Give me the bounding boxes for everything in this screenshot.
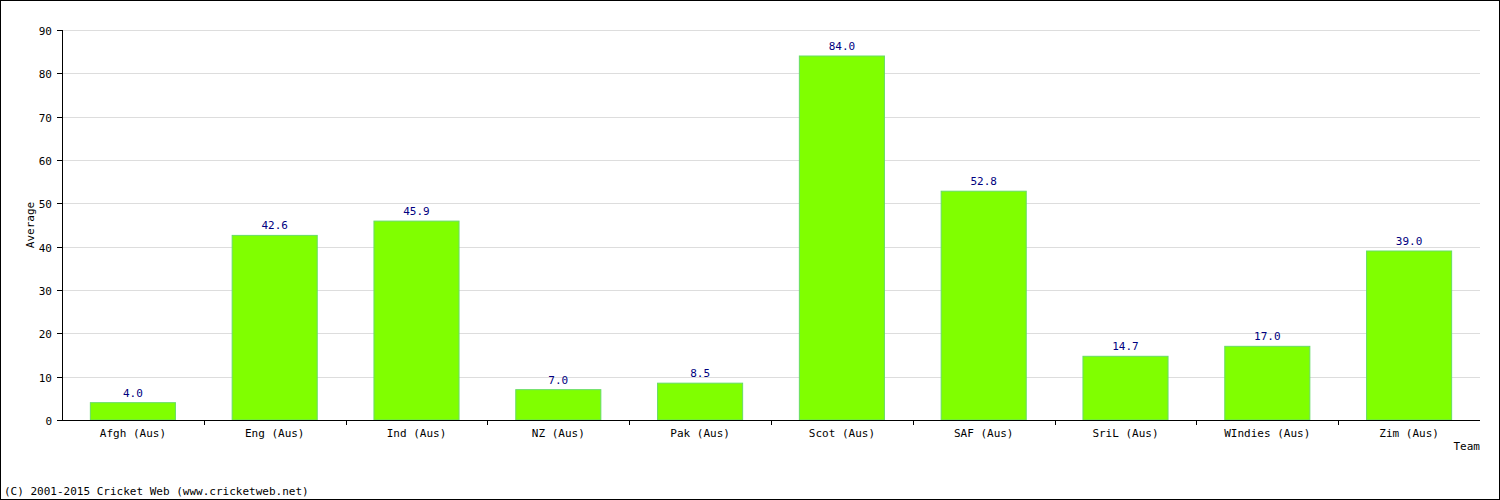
- bar: [1225, 346, 1310, 420]
- data-label: 17.0: [1254, 330, 1281, 343]
- x-tick: [1055, 420, 1056, 425]
- y-tick-label: 10: [39, 372, 52, 385]
- x-tick: [913, 420, 914, 425]
- data-label: 39.0: [1396, 235, 1423, 248]
- chart: 0 10 20 30 40 50 60 70 80 90 Afgh (Aus) Eng (Aus) In…: [0, 0, 1500, 500]
- x-tick-label: SriL (Aus): [1092, 427, 1158, 440]
- y-axis: 0 10 20 30 40 50 60 70 80 90: [39, 25, 63, 428]
- bar: [941, 191, 1026, 420]
- y-axis-line: [62, 30, 63, 420]
- x-axis: Afgh (Aus) Eng (Aus) Ind (Aus) NZ (Aus) Pak …: [62, 420, 1480, 440]
- x-tick-label: Eng (Aus): [245, 427, 305, 440]
- y-tick-label: 60: [39, 155, 52, 168]
- y-tick: [57, 117, 62, 118]
- data-label: 14.7: [1112, 340, 1139, 353]
- y-tick-label: 30: [39, 285, 52, 298]
- data-label: 42.6: [261, 219, 288, 232]
- bar: [90, 403, 175, 420]
- x-tick-label: NZ (Aus): [532, 427, 585, 440]
- y-tick: [57, 73, 62, 74]
- x-tick: [1338, 420, 1339, 425]
- x-tick-label: Scot (Aus): [809, 427, 875, 440]
- bar: [232, 235, 317, 420]
- y-tick-label: 90: [39, 25, 52, 38]
- x-tick-label: WIndies (Aus): [1224, 427, 1310, 440]
- bar: [799, 56, 884, 420]
- grid-line: [62, 203, 1480, 204]
- y-tick: [57, 290, 62, 291]
- bars: [90, 56, 1451, 420]
- x-tick-label: Pak (Aus): [670, 427, 730, 440]
- bar: [516, 390, 601, 420]
- x-tick: [346, 420, 347, 425]
- y-tick: [57, 333, 62, 334]
- y-tick: [57, 377, 62, 378]
- y-tick-label: 40: [39, 242, 52, 255]
- y-tick-label: 0: [45, 415, 52, 428]
- grid-line: [62, 73, 1480, 74]
- data-labels: 4.0 42.6 45.9 7.0 8.5 84.0 52.8 14.7 17.0 39.0: [123, 40, 1422, 400]
- data-label: 45.9: [403, 205, 430, 218]
- grid: [62, 31, 1480, 421]
- data-label: 52.8: [970, 175, 997, 188]
- y-tick-label: 70: [39, 112, 52, 125]
- bar: [1367, 251, 1452, 420]
- y-tick: [57, 160, 62, 161]
- x-tick: [204, 420, 205, 425]
- data-label: 4.0: [123, 387, 143, 400]
- data-label: 7.0: [548, 374, 568, 387]
- x-tick-label: Ind (Aus): [387, 427, 447, 440]
- x-axis-title: Team: [1454, 440, 1481, 453]
- grid-line: [62, 30, 1480, 31]
- grid-line: [62, 117, 1480, 118]
- bar: [374, 221, 459, 420]
- frame: [1, 1, 1500, 500]
- y-tick-label: 20: [39, 328, 52, 341]
- y-axis-title: Average: [24, 202, 37, 248]
- x-tick: [487, 420, 488, 425]
- x-tick-label: Zim (Aus): [1379, 427, 1439, 440]
- y-tick: [57, 420, 62, 421]
- y-tick: [57, 30, 62, 31]
- y-tick: [57, 247, 62, 248]
- bar: [1083, 356, 1168, 420]
- x-tick-label: Afgh (Aus): [100, 427, 166, 440]
- x-tick: [1196, 420, 1197, 425]
- x-tick: [629, 420, 630, 425]
- data-label: 8.5: [690, 367, 710, 380]
- grid-line: [62, 160, 1480, 161]
- x-tick: [771, 420, 772, 425]
- x-tick-label: SAF (Aus): [954, 427, 1014, 440]
- y-tick: [57, 203, 62, 204]
- y-tick-label: 50: [39, 198, 52, 211]
- bar: [658, 383, 743, 420]
- credit: (C) 2001-2015 Cricket Web (www.cricketwe…: [4, 485, 309, 498]
- data-label: 84.0: [829, 40, 856, 53]
- y-tick-label: 80: [39, 68, 52, 81]
